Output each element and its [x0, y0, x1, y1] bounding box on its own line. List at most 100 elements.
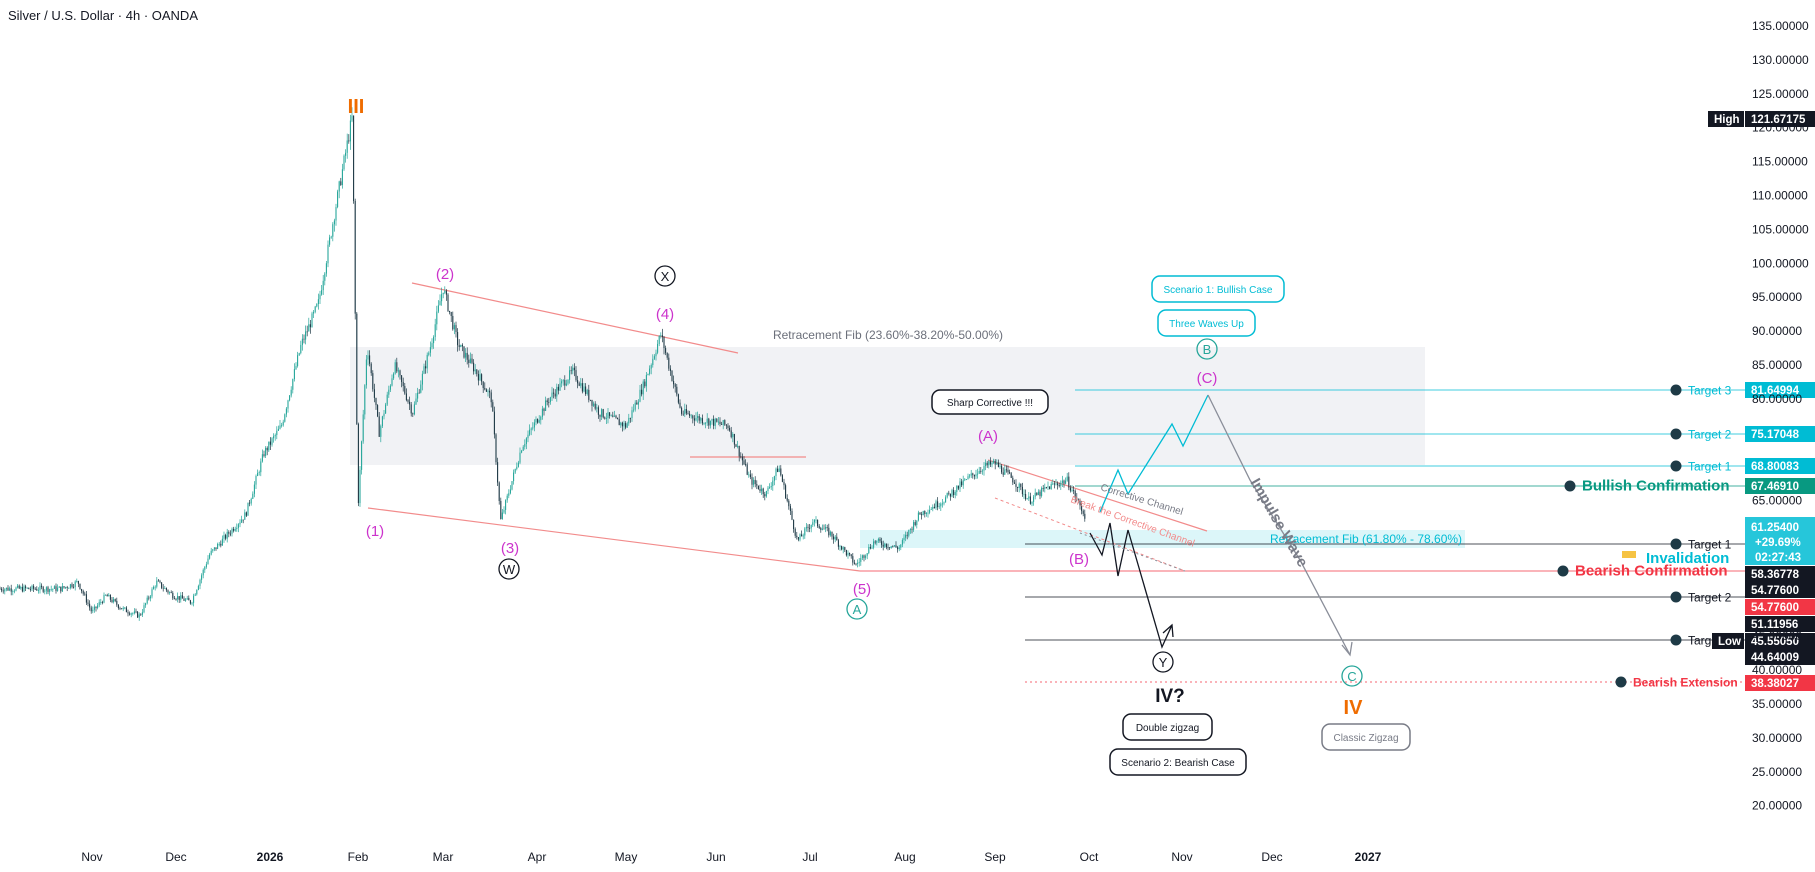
invalidation-label: Invalidation [1646, 550, 1729, 567]
candle-body [165, 588, 167, 591]
candle-body [437, 305, 439, 312]
candle-body [28, 587, 30, 590]
candle-body [69, 584, 71, 588]
candle-body [831, 531, 833, 537]
price-tag-text: 75.17048 [1751, 429, 1800, 441]
callout-text: Scenario 2: Bearish Case [1121, 758, 1235, 769]
candle-body [543, 408, 545, 411]
price-tag-text: 38.38027 [1751, 678, 1799, 690]
candle-body [1021, 486, 1023, 495]
candle-body [273, 436, 275, 439]
price-tag-text: 45.55050 [1751, 636, 1799, 648]
candle-body [551, 392, 553, 398]
candle-body [509, 489, 511, 494]
candle-body [957, 485, 959, 489]
candle-body [692, 415, 694, 419]
candle-body [580, 383, 582, 386]
candle-body [44, 590, 46, 592]
candle-body [135, 611, 137, 613]
candle-body [898, 547, 900, 550]
invalidation-icon [1622, 551, 1636, 558]
candle-body [613, 415, 615, 417]
candle-body [561, 381, 563, 384]
candle-body [844, 547, 846, 551]
y-tick-label: 105.00000 [1752, 222, 1809, 236]
candle-body [42, 587, 44, 592]
candle-body [516, 466, 518, 469]
wave-label: IV [1344, 697, 1364, 719]
candle-body [1034, 492, 1036, 497]
low-label: Low [1718, 636, 1741, 648]
y-tick-label: 30.00000 [1752, 731, 1802, 745]
candle-body [652, 358, 654, 366]
candle-body [194, 594, 196, 596]
candle-body [493, 411, 495, 435]
candle-body [802, 535, 804, 537]
candle-body [826, 527, 828, 528]
candle-body [407, 400, 409, 402]
callout-text: Scenario 1: Bullish Case [1164, 285, 1273, 296]
callout-box [1109, 748, 1247, 776]
candle-body [276, 430, 278, 436]
candle-body [181, 595, 183, 599]
wave-label: A [853, 602, 862, 617]
candle-body [295, 366, 297, 370]
candle-body [73, 586, 75, 588]
candle-body [665, 348, 667, 353]
candle-body [1047, 486, 1049, 488]
candle-body [873, 541, 875, 548]
candle-body [578, 383, 580, 386]
candle-body [418, 392, 420, 394]
x-tick-label: 2026 [257, 850, 284, 864]
candle-body [820, 527, 822, 530]
candle-body [575, 370, 577, 381]
x-tick-label: Jul [802, 850, 817, 864]
candle-body [893, 545, 895, 547]
candle-body [980, 470, 982, 472]
candle-body [1073, 489, 1075, 491]
candle-body [103, 594, 105, 603]
candle-body [153, 586, 155, 590]
candle-body [969, 475, 971, 477]
candle-body [609, 412, 611, 416]
candle-body [380, 426, 382, 437]
candle-body [860, 558, 862, 562]
candle-body [532, 427, 534, 429]
candle-body [1026, 498, 1028, 500]
candle-body [87, 602, 89, 604]
y-tick-label: 100.00000 [1752, 256, 1809, 270]
candle-body [738, 445, 740, 457]
candle-body [874, 541, 876, 543]
candle-body [321, 290, 323, 295]
candle-body [1081, 505, 1083, 511]
candle-body [162, 587, 164, 589]
candle-body [405, 393, 407, 401]
candle-body [388, 389, 390, 395]
candle-body [479, 374, 481, 381]
candle-body [130, 613, 132, 615]
candle-body [601, 409, 603, 417]
candle-body [967, 476, 969, 480]
candle-body [890, 546, 892, 548]
price-tag-text: 51.11956 [1751, 619, 1798, 631]
candle-body [625, 423, 627, 428]
candle-body [857, 562, 859, 564]
candle-body [305, 331, 307, 340]
candle-body [290, 389, 292, 396]
candle-body [1066, 476, 1068, 481]
candle-body [959, 481, 961, 489]
wave-label: (B) [1069, 551, 1089, 568]
candle-body [0, 588, 1, 590]
candle-body [914, 522, 916, 525]
candle-body [119, 608, 121, 609]
candle-body [572, 367, 574, 371]
candle-body [701, 418, 703, 424]
wave-label: B [1203, 342, 1212, 357]
candle-body [882, 544, 884, 547]
candle-body [981, 470, 983, 472]
candle-body [997, 462, 999, 467]
candle-body [554, 393, 556, 397]
candle-body [450, 312, 452, 316]
candle-body [250, 498, 252, 504]
